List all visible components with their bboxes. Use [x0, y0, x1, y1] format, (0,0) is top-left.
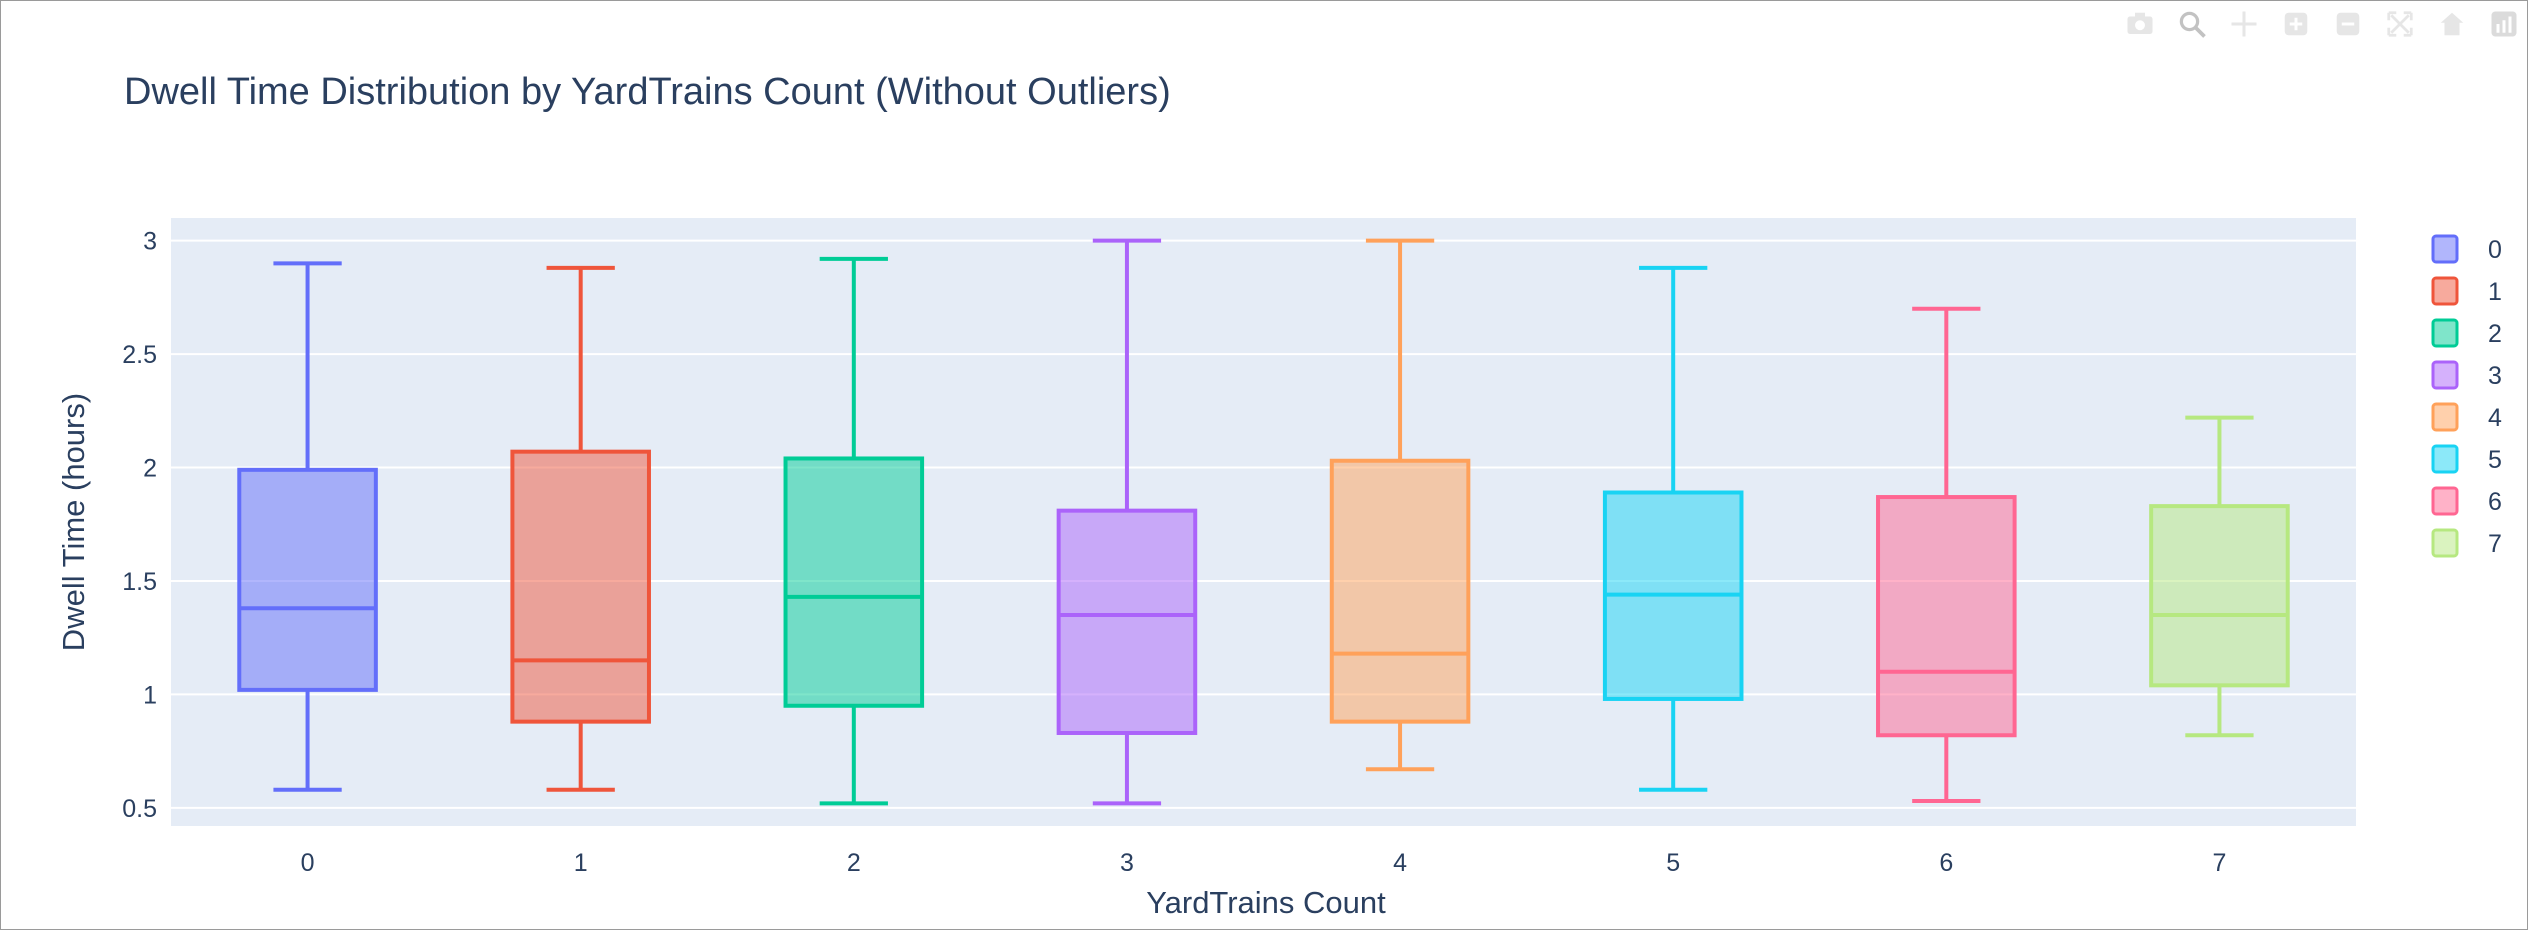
y-axis-title: Dwell Time (hours) — [56, 393, 91, 651]
plot-background — [171, 218, 2356, 826]
iqr-box — [1876, 495, 2017, 738]
iqr-box — [237, 467, 378, 692]
autoscale-icon[interactable] — [2383, 7, 2417, 41]
y-tick-labels: 0.5 1 1.5 2 2.5 3 — [122, 228, 157, 823]
legend-item-5[interactable]: 5 — [2431, 444, 2502, 474]
legend-item-1[interactable]: 1 — [2431, 276, 2502, 306]
y-tick-label: 0.5 — [122, 795, 157, 823]
legend-label: 3 — [2488, 362, 2502, 390]
iqr-box — [783, 456, 925, 708]
zoom-out-icon[interactable] — [2331, 7, 2365, 41]
iqr-box — [1329, 458, 1471, 724]
legend-label: 4 — [2488, 404, 2502, 432]
x-tick-label: 1 — [574, 849, 588, 877]
legend-item-0[interactable]: 0 — [2431, 234, 2502, 264]
box-4[interactable] — [1329, 238, 1471, 772]
x-tick-label: 2 — [847, 849, 861, 877]
legend-swatch — [2431, 486, 2459, 516]
chart-title: Dwell Time Distribution by YardTrains Co… — [124, 71, 1171, 113]
x-tick-label: 4 — [1393, 849, 1407, 877]
x-axis-title: YardTrains Count — [1146, 885, 1386, 920]
y-tick-label: 2.5 — [122, 341, 157, 369]
box-6[interactable] — [1876, 306, 2017, 804]
legend-label: 5 — [2488, 446, 2502, 474]
legend-label: 2 — [2488, 320, 2502, 348]
legend-swatch — [2431, 234, 2459, 264]
iqr-box — [2149, 504, 2290, 688]
legend-swatch — [2431, 318, 2459, 348]
box-2[interactable] — [783, 256, 925, 806]
modebar — [2123, 7, 2521, 41]
legend-item-3[interactable]: 3 — [2431, 360, 2502, 390]
legend-item-7[interactable]: 7 — [2431, 528, 2502, 558]
box-5[interactable] — [1602, 265, 1744, 792]
x-tick-label: 3 — [1120, 849, 1134, 877]
x-tick-label: 5 — [1666, 849, 1680, 877]
y-tick-label: 1 — [143, 681, 157, 709]
legend-label: 1 — [2488, 278, 2502, 306]
pan-icon[interactable] — [2227, 7, 2261, 41]
x-tick-label: 0 — [301, 849, 315, 877]
y-tick-label: 1.5 — [122, 568, 157, 596]
legend-swatch — [2431, 360, 2459, 390]
legend-swatch — [2431, 444, 2459, 474]
box-7[interactable] — [2149, 415, 2290, 738]
legend-item-4[interactable]: 4 — [2431, 402, 2502, 432]
box-3[interactable] — [1056, 238, 1198, 806]
legend: 0 1 2 3 4 5 6 7 — [2431, 234, 2502, 558]
y-tick-label: 3 — [143, 228, 157, 256]
legend-swatch — [2431, 402, 2459, 432]
zoom-icon[interactable] — [2175, 7, 2209, 41]
box-0[interactable] — [237, 261, 378, 792]
reset-axes-icon[interactable] — [2435, 7, 2469, 41]
legend-swatch — [2431, 528, 2459, 558]
x-tick-labels: 0 1 2 3 4 5 6 7 — [301, 849, 2227, 877]
x-tick-label: 6 — [1939, 849, 1953, 877]
legend-item-2[interactable]: 2 — [2431, 318, 2502, 348]
plotly-logo-icon[interactable] — [2487, 7, 2521, 41]
box-1[interactable] — [510, 265, 651, 792]
legend-swatch — [2431, 276, 2459, 306]
boxes — [237, 238, 2290, 806]
iqr-box — [1056, 508, 1198, 735]
legend-label: 7 — [2488, 530, 2502, 558]
camera-icon[interactable] — [2123, 7, 2157, 41]
x-tick-label: 7 — [2212, 849, 2226, 877]
legend-label: 6 — [2488, 488, 2502, 516]
zoom-in-icon[interactable] — [2279, 7, 2313, 41]
iqr-box — [510, 449, 651, 724]
legend-label: 0 — [2488, 236, 2502, 264]
legend-item-6[interactable]: 6 — [2431, 486, 2502, 516]
y-tick-label: 2 — [143, 455, 157, 483]
